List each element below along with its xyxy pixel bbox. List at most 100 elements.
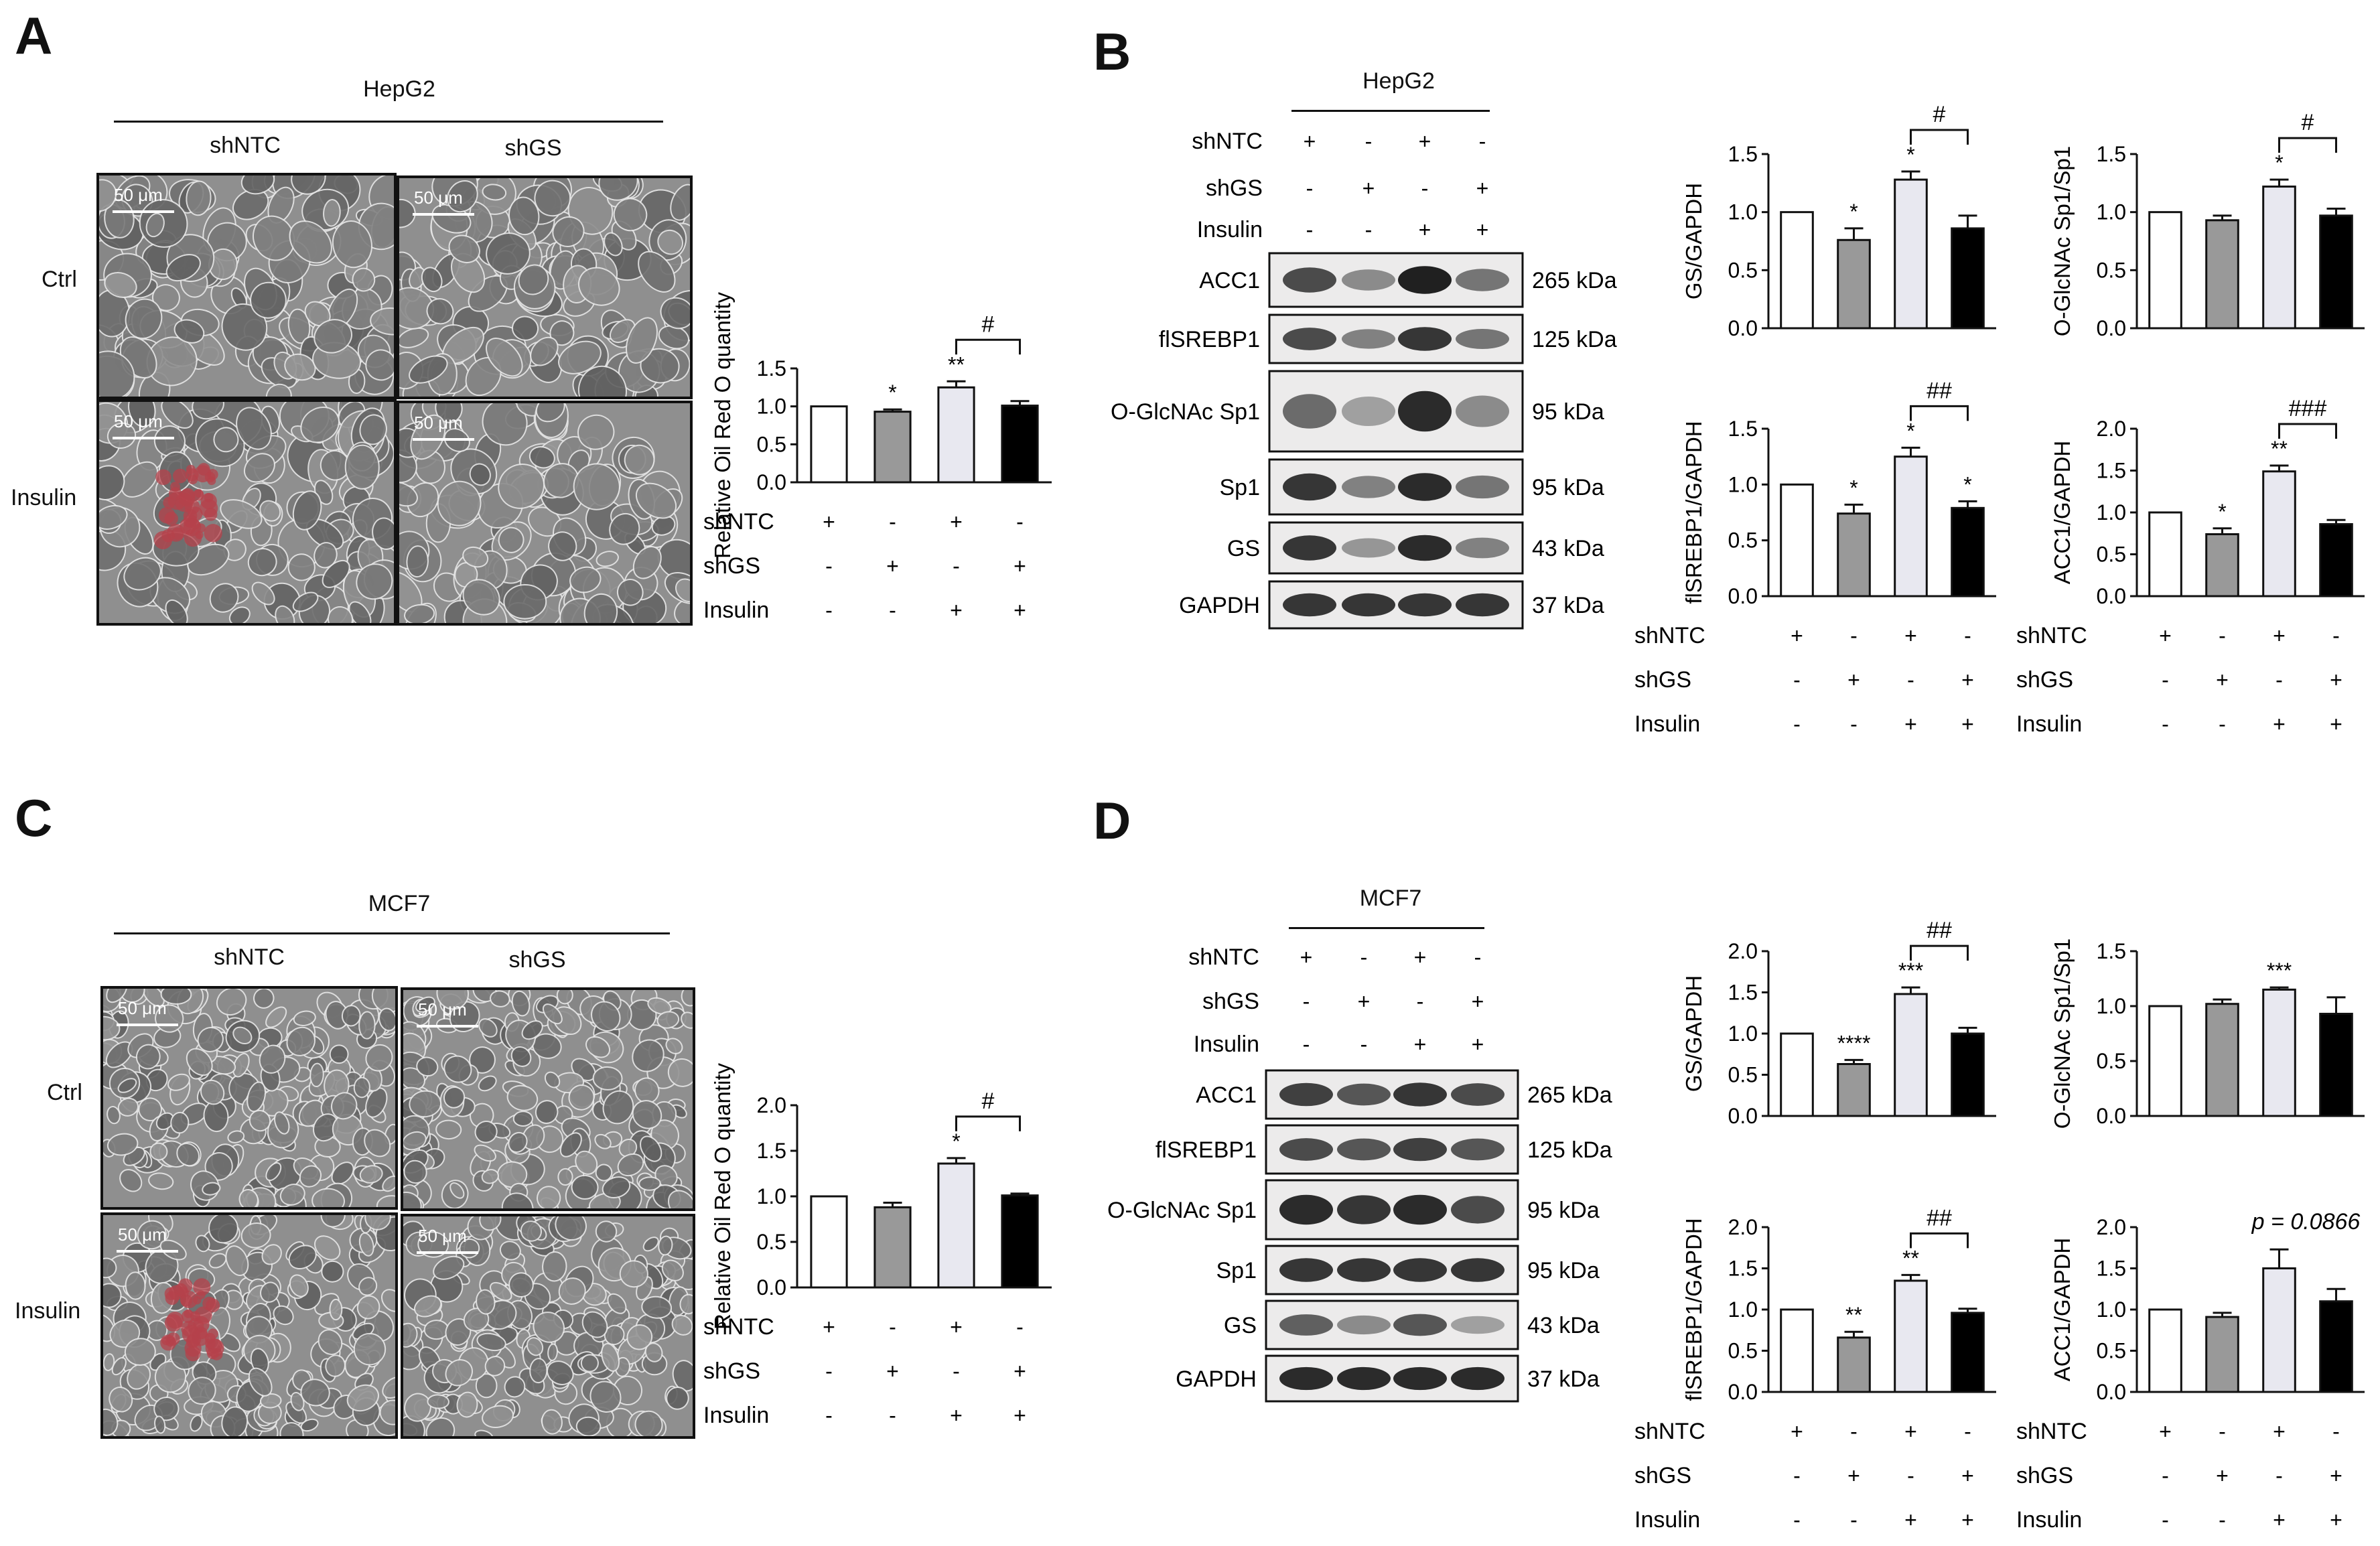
cell [512,1111,533,1127]
micrograph-a-shgs-insulin: 50 μm [397,401,693,626]
condition-sign: - [1964,1419,1971,1444]
cell [486,338,523,377]
cell [463,1308,490,1332]
protein-band [1398,535,1452,561]
bar [1780,483,1814,598]
cell [534,180,571,217]
significance-star: **** [1837,1031,1871,1055]
cell [197,1027,224,1052]
cell [379,1399,395,1425]
protein-band [1337,1138,1391,1161]
protein-band [1451,1366,1504,1391]
bar [1837,1336,1871,1393]
y-tick-label: 0.5 [2097,1049,2126,1073]
chart-d-oglcnac: 0.0 0.5 1.0 1.5 O-GlcNAc Sp1/Sp1 *** [2050,938,2365,1129]
condition-label: shNTC [703,1314,774,1340]
condition-sign: + [1472,989,1484,1013]
cell [265,1162,282,1182]
bar [873,1206,912,1289]
condition-sign: - [825,554,833,578]
significance-star: * [1906,419,1914,443]
cell [186,1048,213,1076]
scale-bar-label: 50 μm [414,188,463,208]
cell [195,1235,210,1253]
lipid-droplet [186,468,199,482]
condition-label: shGS [1206,175,1263,201]
chart-d-srebp1: 0.0 0.5 1.0 1.5 2.0 flSREBP1/GAPDH ** ** ## shNTC… [1634,1205,1996,1533]
cell [409,1090,442,1118]
cell [329,1298,343,1321]
bar [1780,211,1814,330]
cell [529,1358,548,1384]
cell [265,383,292,397]
cell [249,1109,271,1132]
cell [535,1100,559,1124]
protein-band [1393,1366,1447,1391]
bar [1894,993,1928,1117]
significance-star: * [952,1129,960,1153]
cell [559,1132,582,1157]
protein-band [1398,327,1452,351]
condition-sign: + [1414,945,1427,969]
cell [259,500,281,522]
bar [2319,214,2353,330]
y-tick-label: 0.0 [757,470,786,494]
cell [575,1416,602,1436]
protein-band [1451,1316,1504,1334]
cell [490,1281,512,1302]
cell [409,355,448,384]
comparison-bracket [955,1115,1021,1131]
cell [300,1379,330,1407]
y-tick-label: 0.0 [2097,584,2126,608]
bar [2205,1003,2239,1117]
scale-bar-label: 50 μm [118,998,167,1018]
condition-label: shGS [2016,1463,2073,1488]
condition-sign: - [889,1403,896,1427]
cell [416,1056,439,1077]
condition-sign: + [1304,129,1316,153]
condition-sign: - [2332,624,2340,648]
cell [661,1259,684,1281]
cell [117,1078,137,1093]
cell [364,1129,391,1157]
condition-sign: + [1013,1403,1026,1427]
protein-label: GAPDH [1179,593,1260,618]
condition-sign: + [2216,1464,2229,1488]
cell [216,989,247,1016]
chart-a-oil-red-o: 0.0 0.5 1.0 1.5 Relative Oil Red O quantity *… [703,291,1052,623]
bar [1951,1312,1985,1393]
cell [403,1344,422,1371]
cell [558,1277,586,1305]
y-tick-label: 1.5 [1728,142,1758,166]
cell [575,1150,598,1175]
significance-star: *** [1898,959,1923,983]
cell [124,1338,156,1366]
cell [537,1186,561,1208]
cell [279,1422,304,1436]
y-axis-label: GS/GAPDH [1681,183,1706,299]
protein-band [1342,593,1395,617]
condition-sign: + [2273,1419,2286,1444]
condition-sign: + [2330,1464,2342,1488]
condition-label: shNTC [703,509,774,535]
condition-sign: + [950,1315,963,1339]
condition-sign: - [2219,1419,2226,1444]
condition-sign: + [1791,1419,1803,1444]
y-tick-label: 2.0 [1728,939,1758,963]
condition-sign: + [1358,989,1371,1013]
y-tick-label: 1.5 [757,1139,786,1163]
molecular-weight-label: 95 kDa [1527,1198,1600,1223]
cell [153,425,186,457]
chart-b-srebp1: 0.0 0.5 1.0 1.5 flSREBP1/GAPDH * * * ## shNTC + - + -… [1634,378,1996,737]
cell [370,307,394,336]
condition-sign: + [1904,1419,1917,1444]
bar [1001,405,1039,484]
cell [602,1090,634,1125]
cell [499,1241,521,1261]
bar [810,405,848,484]
cell [443,1055,472,1083]
y-tick-label: 0.5 [1728,1339,1758,1363]
condition-sign: - [1303,989,1310,1013]
cell-line-rule-a [114,121,663,123]
